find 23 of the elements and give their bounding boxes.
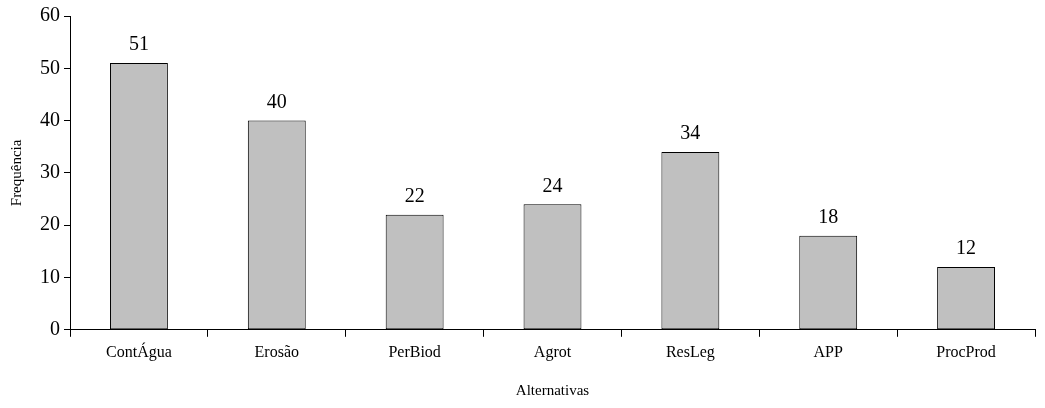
y-tick-label: 10 xyxy=(40,264,60,287)
y-tick-label: 60 xyxy=(40,3,60,26)
data-label: 22 xyxy=(404,183,425,206)
x-tick-label: Erosão xyxy=(254,342,299,360)
x-tick-label: ResLeg xyxy=(665,342,715,361)
y-tick-label: 50 xyxy=(40,55,60,78)
y-axis-title: Frequência xyxy=(7,139,24,207)
x-tick-label: ContÁgua xyxy=(106,341,172,361)
y-tick-label: 40 xyxy=(40,107,60,130)
x-axis-title: Alternativas xyxy=(515,381,590,398)
data-label: 24 xyxy=(542,173,563,196)
data-label: 18 xyxy=(818,204,839,227)
y-tick-label: 30 xyxy=(40,160,60,183)
x-tick-label: ProcProd xyxy=(936,342,996,360)
x-tick-label: APP xyxy=(813,342,843,360)
data-label: 40 xyxy=(266,89,287,112)
data-label: 34 xyxy=(680,121,701,144)
data-label: 51 xyxy=(128,32,149,55)
x-tick-label: Agrot xyxy=(533,342,572,361)
y-tick-label: 0 xyxy=(50,317,60,340)
data-label: 12 xyxy=(956,236,977,259)
y-tick-label: 20 xyxy=(40,212,60,235)
x-tick-label: PerBiod xyxy=(388,342,441,360)
